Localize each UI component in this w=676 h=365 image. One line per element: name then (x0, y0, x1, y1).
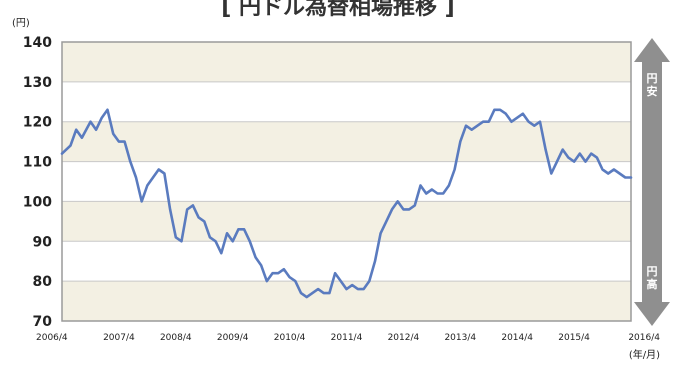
y-unit-label: (円) (12, 18, 30, 29)
y-tick-100: 100 (23, 194, 52, 210)
x-tick-2015-4: 2015/4 (558, 333, 590, 343)
x-tick-2012-4: 2012/4 (388, 333, 420, 343)
arrow-label-yen-weak: 円安 (647, 72, 658, 98)
band-110 (62, 121, 631, 162)
plot-frame (61, 41, 632, 322)
y-tick-120: 120 (23, 115, 52, 131)
arrow-shaft (642, 58, 662, 306)
chart-gridlines (61, 41, 632, 322)
chart-title: [ 円ドル為替相場推移 ] (221, 0, 454, 20)
band-90 (62, 201, 631, 242)
arrow-head-down (634, 302, 670, 326)
x-tick-2013-4: 2013/4 (444, 333, 476, 343)
y-tick-140: 140 (23, 35, 52, 51)
x-tick-2014-4: 2014/4 (501, 333, 533, 343)
y-tick-80: 80 (33, 274, 53, 290)
x-tick-2007-4: 2007/4 (103, 333, 135, 343)
band-100 (62, 161, 631, 202)
y-tick-70: 70 (33, 314, 53, 330)
x-unit-label: (年/月) (629, 348, 660, 361)
x-tick-labels: 2006/4 2007/4 2008/4 2009/4 2010/4 2011/4 2012… (36, 333, 660, 343)
y-tick-110: 110 (23, 155, 52, 171)
y-tick-90: 90 (33, 234, 53, 250)
band-120 (62, 81, 631, 122)
chart-bands (62, 42, 631, 321)
arrow-label-yen-strong: 円高 (647, 265, 658, 291)
y-tick-labels: 70 80 90 100 110 120 130 140 (23, 35, 52, 330)
x-tick-2009-4: 2009/4 (217, 333, 249, 343)
series-layer (60, 108, 633, 299)
x-tick-2016-4: 2016/4 (628, 333, 660, 343)
x-tick-2006-4: 2006/4 (36, 333, 68, 343)
x-tick-2011-4: 2011/4 (331, 333, 363, 343)
band-130 (62, 42, 631, 82)
x-tick-2010-4: 2010/4 (274, 333, 306, 343)
series-line-0 (60, 108, 633, 299)
y-tick-130: 130 (23, 75, 52, 91)
arrow-head-up (634, 38, 670, 62)
band-80 (62, 241, 631, 282)
x-tick-2008-4: 2008/4 (160, 333, 192, 343)
